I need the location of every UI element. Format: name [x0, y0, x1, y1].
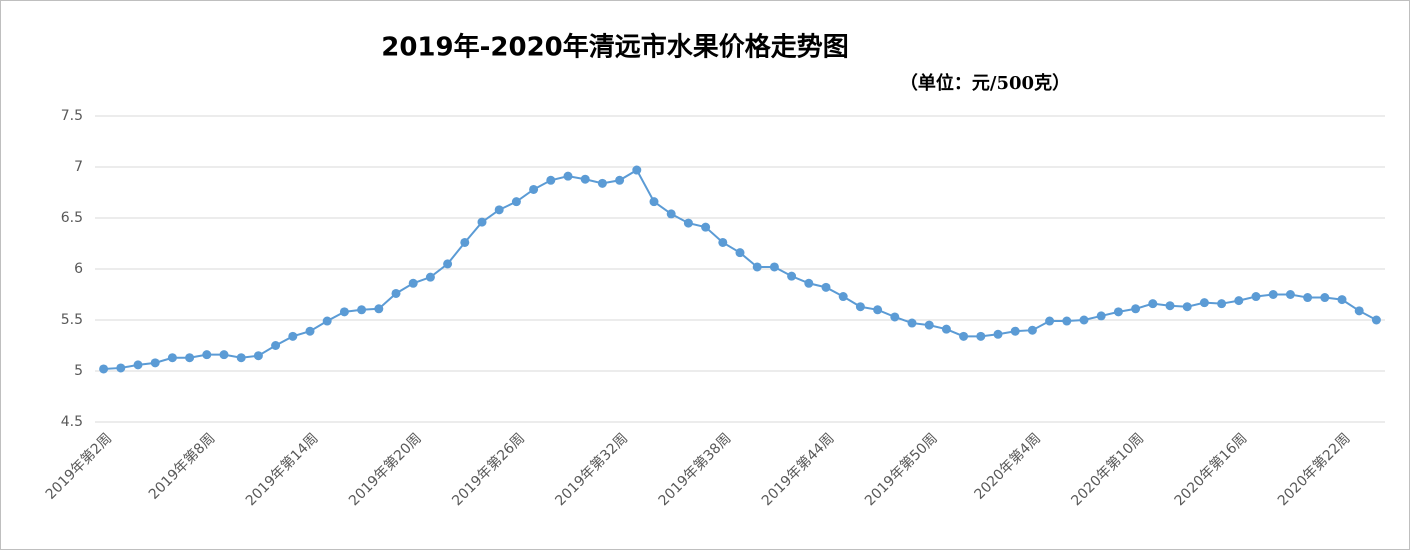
marker	[632, 165, 642, 175]
marker	[1320, 293, 1330, 303]
marker	[580, 174, 590, 184]
marker	[133, 360, 143, 370]
marker	[305, 326, 315, 336]
marker	[1303, 293, 1313, 303]
marker	[271, 341, 281, 350]
marker	[322, 316, 332, 326]
chart-title: 2019年-2020年清远市水果价格走势图	[381, 32, 849, 63]
marker	[546, 175, 556, 185]
marker	[374, 304, 384, 314]
marker	[408, 278, 418, 288]
y-tick-label: 5	[74, 363, 83, 379]
marker	[1337, 295, 1347, 305]
y-tick-label: 5.5	[61, 312, 83, 328]
marker	[563, 171, 573, 181]
marker	[1062, 316, 1072, 326]
marker	[1113, 307, 1123, 317]
marker	[752, 262, 762, 272]
y-tick-label: 7.5	[61, 108, 83, 124]
marker	[976, 331, 986, 341]
marker	[202, 350, 212, 360]
marker	[649, 197, 659, 207]
marker	[1045, 316, 1055, 326]
marker	[1217, 299, 1227, 309]
marker	[701, 222, 711, 232]
marker	[769, 262, 779, 272]
marker	[1096, 311, 1106, 321]
marker	[477, 217, 487, 227]
marker	[855, 302, 865, 312]
marker	[116, 363, 126, 373]
marker	[838, 292, 848, 302]
marker	[1199, 298, 1209, 308]
marker	[1131, 304, 1141, 314]
marker	[494, 205, 504, 215]
marker	[924, 320, 934, 330]
chart-subtitle: （单位：元/500克）	[900, 72, 1070, 94]
marker	[339, 307, 349, 317]
marker	[357, 305, 367, 315]
marker	[873, 305, 883, 315]
marker	[804, 278, 814, 288]
marker	[787, 271, 797, 281]
marker	[1079, 315, 1089, 325]
marker	[511, 197, 521, 207]
marker	[236, 353, 246, 363]
marker	[167, 353, 177, 363]
marker	[460, 237, 470, 247]
marker	[1182, 302, 1192, 312]
marker	[666, 209, 676, 219]
marker	[1010, 326, 1020, 336]
marker	[99, 364, 109, 374]
marker	[150, 358, 160, 368]
marker	[718, 237, 728, 247]
y-tick-label: 7	[74, 159, 83, 175]
marker	[1027, 325, 1037, 335]
y-tick-label: 6.5	[61, 210, 83, 226]
marker	[993, 329, 1003, 339]
marker	[959, 331, 969, 341]
marker	[941, 324, 951, 334]
marker	[425, 272, 435, 282]
marker	[529, 184, 539, 194]
marker	[890, 312, 900, 322]
marker	[391, 288, 401, 298]
marker	[907, 318, 917, 328]
y-tick-label: 4.5	[61, 414, 83, 430]
marker	[253, 351, 263, 361]
marker	[1285, 290, 1295, 299]
marker	[615, 175, 625, 185]
marker	[185, 353, 195, 363]
marker	[1251, 292, 1261, 302]
marker	[735, 248, 745, 258]
marker	[1354, 306, 1364, 316]
marker	[1165, 301, 1175, 311]
marker	[288, 331, 298, 341]
marker	[443, 259, 453, 269]
marker	[1148, 299, 1158, 309]
y-tick-label: 6	[74, 261, 83, 277]
marker	[1234, 296, 1244, 306]
marker	[1371, 315, 1381, 325]
marker	[683, 218, 693, 228]
marker	[597, 178, 607, 188]
marker	[821, 282, 831, 292]
marker	[1268, 290, 1278, 299]
marker	[219, 350, 229, 360]
